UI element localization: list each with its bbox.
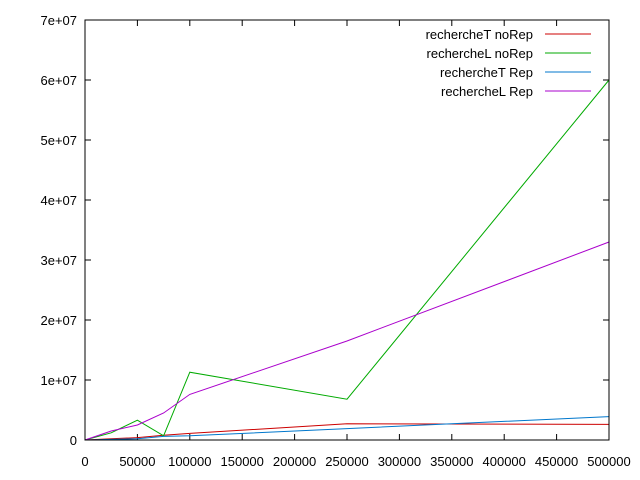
- x-tick-label: 150000: [221, 454, 264, 469]
- x-tick-label: 450000: [535, 454, 578, 469]
- x-tick-label: 50000: [119, 454, 155, 469]
- x-tick-label: 300000: [378, 454, 421, 469]
- y-tick-label: 4e+07: [40, 193, 77, 208]
- x-tick-label: 500000: [587, 454, 630, 469]
- legend-label: rechercheT Rep: [440, 65, 533, 80]
- y-tick-label: 5e+07: [40, 133, 77, 148]
- x-tick-label: 350000: [430, 454, 473, 469]
- y-tick-label: 6e+07: [40, 73, 77, 88]
- y-tick-label: 0: [70, 433, 77, 448]
- series-line-recherchel-norep: [84, 79, 610, 441]
- x-tick-label: 200000: [273, 454, 316, 469]
- series-line-recherchet-rep: [84, 416, 610, 441]
- plot-border: [84, 19, 610, 441]
- y-tick-label: 7e+07: [40, 13, 77, 28]
- legend-label: rechercheL noRep: [427, 46, 533, 61]
- x-tick-label: 250000: [325, 454, 368, 469]
- series-layer: [84, 79, 610, 441]
- y-tick-label: 3e+07: [40, 253, 77, 268]
- series-line-recherchel-rep: [84, 241, 610, 441]
- x-tick-label: 400000: [483, 454, 526, 469]
- x-tick-label: 100000: [168, 454, 211, 469]
- x-tick-label: 0: [81, 454, 88, 469]
- legend-label: rechercheT noRep: [426, 27, 533, 42]
- legend-label: rechercheL Rep: [441, 84, 533, 99]
- y-tick-label: 1e+07: [40, 373, 77, 388]
- legend: rechercheT noRep rechercheL noRep recherch…: [426, 27, 591, 99]
- ticks-layer: 0 50000 100000 150000 200000 250000 300000 3500…: [40, 13, 630, 469]
- y-tick-label: 2e+07: [40, 313, 77, 328]
